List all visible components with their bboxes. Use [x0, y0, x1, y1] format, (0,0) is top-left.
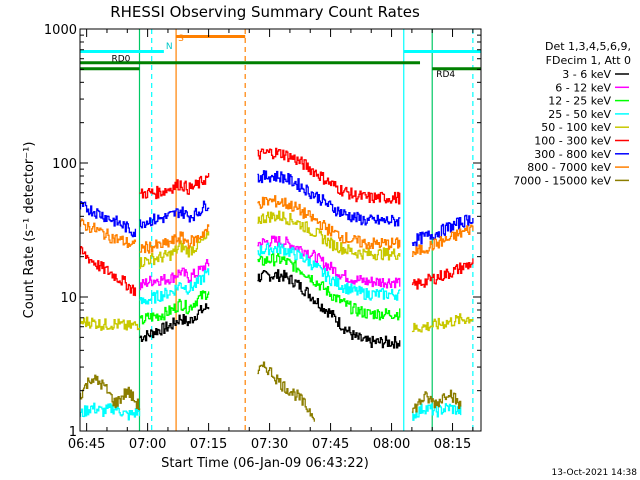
series-line: [139, 268, 210, 305]
series-line: [257, 147, 401, 205]
x-axis-label: Start Time (06-Jan-09 06:43:22): [161, 456, 369, 471]
series-line: [80, 402, 141, 421]
series-line: [80, 374, 141, 410]
legend-entry: 100 - 300 keV: [534, 135, 611, 148]
series-line: [257, 253, 401, 321]
y-axis: 1 10 100 1000: [44, 23, 481, 440]
y-tick-label: 1000: [44, 23, 77, 38]
y-tick-label: 1: [69, 425, 77, 440]
series-line: [257, 242, 401, 301]
plot-area: SN RD0 RD4: [80, 29, 481, 431]
x-tick-label: 07:30: [251, 437, 288, 452]
legend-header-decimation: FDecim 1, Att 0: [546, 54, 631, 67]
legend-entry: 3 - 6 keV: [562, 68, 611, 81]
series-line: [80, 201, 137, 238]
legend-entry: 12 - 25 keV: [548, 95, 611, 108]
legend: Det 1,3,4,5,6,9, FDecim 1, Att 0 3 - 6 k…: [513, 40, 631, 187]
series-line: [139, 200, 210, 229]
state-bar-label: RD4: [436, 70, 455, 80]
y-axis-label: Count Rate (s⁻¹ detector⁻¹): [22, 142, 37, 319]
x-tick-label: 07:45: [312, 437, 349, 452]
state-bar-label: RD0: [111, 55, 130, 65]
x-tick-label: 07:15: [190, 437, 227, 452]
series-line: [257, 269, 401, 349]
series-line: [80, 316, 141, 331]
series-line: [411, 313, 474, 333]
series-line: [257, 195, 401, 250]
series-line: [80, 245, 137, 297]
legend-entry: 50 - 100 keV: [541, 121, 611, 134]
x-tick-label: 07:00: [129, 437, 166, 452]
series-line: [139, 173, 210, 200]
series-line: [257, 170, 401, 227]
series-line: [139, 290, 210, 325]
y-tick-label: 100: [52, 157, 77, 172]
series-line: [139, 303, 210, 343]
legend-entry: 6 - 12 keV: [555, 81, 611, 94]
attenuator-marker: N: [166, 42, 173, 52]
series-line: [411, 258, 474, 290]
legend-entry: 800 - 7000 keV: [527, 161, 611, 174]
legend-entry: 300 - 800 keV: [534, 148, 611, 161]
series-line: [139, 231, 210, 269]
legend-header-detectors: Det 1,3,4,5,6,9,: [545, 40, 631, 53]
attenuator-marker: S: [178, 34, 184, 44]
x-axis: 06:45 07:00 07:15 07:30 07:45 08:00 08:15: [68, 29, 474, 452]
series-line: [139, 224, 210, 254]
series-line: [80, 218, 137, 248]
x-tick-label: 06:45: [68, 437, 105, 452]
footer-date: 13-Oct-2021 14:38: [552, 468, 638, 478]
x-tick-label: 08:00: [373, 437, 410, 452]
series-line: [411, 389, 462, 413]
plot-frame: [79, 28, 482, 432]
chart-title: RHESSI Observing Summary Count Rates: [110, 3, 420, 21]
series-line: [411, 403, 462, 421]
series-line: [257, 361, 315, 422]
legend-entry: 25 - 50 keV: [548, 108, 611, 121]
series-line: [257, 210, 401, 261]
series-line: [411, 224, 474, 258]
series-line: [411, 214, 474, 247]
series-line: [139, 259, 210, 291]
y-tick-label: 10: [60, 291, 77, 306]
plot-content: [80, 29, 481, 431]
x-tick-label: 08:15: [434, 437, 471, 452]
legend-entry: 7000 - 15000 keV: [513, 174, 611, 187]
